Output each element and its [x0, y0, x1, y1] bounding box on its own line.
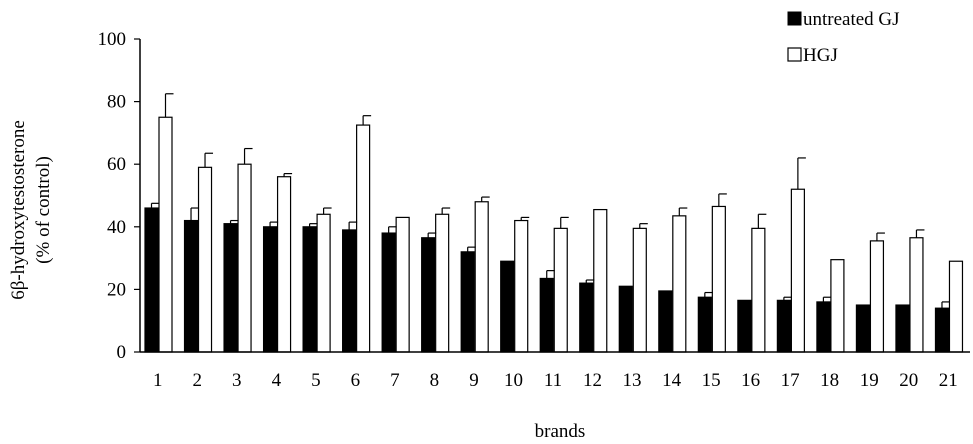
bar-hgj — [396, 217, 409, 352]
bar-untreated-gj — [817, 302, 830, 352]
bar-hgj — [199, 167, 212, 352]
bar-hgj — [357, 125, 370, 352]
bar-hgj — [515, 221, 528, 352]
x-tick-label: 17 — [781, 370, 800, 391]
bar-untreated-gj — [461, 252, 474, 352]
legend-swatch-hgj — [788, 48, 801, 61]
y-axis-title-line-2: (% of control) — [33, 156, 54, 264]
y-axis-title: 6β-hydroxytestosterone (% of control) — [8, 120, 54, 300]
bar-hgj — [949, 261, 962, 352]
x-tick-label: 13 — [623, 370, 642, 391]
x-tick-label: 20 — [899, 370, 918, 391]
x-tick-label: 21 — [939, 370, 958, 391]
bar-untreated-gj — [264, 227, 277, 352]
legend-label-untreated: untreated GJ — [803, 9, 900, 30]
bar-hgj — [910, 238, 923, 352]
x-tick-label: 12 — [583, 370, 602, 391]
bars-layer — [145, 117, 962, 352]
bar-hgj — [278, 177, 291, 352]
bar-hgj — [159, 117, 172, 352]
bar-untreated-gj — [224, 224, 237, 352]
x-tick-label: 10 — [504, 370, 523, 391]
x-tick-label: 1 — [153, 370, 163, 391]
bar-hgj — [712, 206, 725, 352]
x-tick-label: 5 — [311, 370, 321, 391]
bar-untreated-gj — [580, 283, 593, 352]
bar-hgj — [752, 228, 765, 352]
bar-hgj — [673, 216, 686, 352]
bar-untreated-gj — [777, 300, 790, 352]
bar-hgj — [831, 260, 844, 352]
bar-untreated-gj — [185, 221, 198, 352]
x-tick-label: 11 — [544, 370, 562, 391]
x-tick-label: 16 — [741, 370, 760, 391]
bar-untreated-gj — [540, 278, 553, 352]
bar-untreated-gj — [343, 230, 356, 352]
legend-label-hgj: HGJ — [803, 45, 838, 66]
bar-untreated-gj — [145, 208, 158, 352]
y-tick-label: 100 — [98, 29, 127, 50]
y-tick-label: 20 — [107, 279, 126, 300]
x-tick-label: 6 — [351, 370, 361, 391]
x-tick-label: 14 — [662, 370, 682, 391]
y-tick-label: 40 — [107, 217, 126, 238]
x-tick-label: 19 — [860, 370, 879, 391]
bar-hgj — [554, 228, 567, 352]
bar-untreated-gj — [501, 261, 514, 352]
x-axis-title: brands — [535, 421, 586, 442]
bar-hgj — [594, 210, 607, 352]
bar-hgj — [436, 214, 449, 352]
y-tick-label: 80 — [107, 92, 126, 113]
bar-untreated-gj — [935, 308, 948, 352]
x-tick-label: 7 — [390, 370, 400, 391]
x-ticks: 1 2 3 4 5 6 7 8 9 10 11 12 13 14 15 16 17 18 19 20 21 — [153, 370, 958, 391]
x-tick-label: 4 — [272, 370, 282, 391]
legend: untreated GJ HGJ — [788, 9, 900, 66]
bar-hgj — [475, 202, 488, 352]
bar-hgj — [317, 214, 330, 352]
y-tick-label: 0 — [117, 342, 127, 363]
bar-untreated-gj — [659, 291, 672, 352]
legend-swatch-untreated — [788, 12, 801, 25]
x-tick-label: 15 — [702, 370, 721, 391]
bar-hgj — [791, 189, 804, 352]
x-tick-label: 8 — [430, 370, 440, 391]
y-axis-title-line-1: 6β-hydroxytestosterone — [8, 120, 29, 300]
x-tick-label: 18 — [820, 370, 839, 391]
y-tick-label: 60 — [107, 154, 126, 175]
bar-untreated-gj — [422, 238, 435, 352]
bar-untreated-gj — [698, 297, 711, 352]
bar-untreated-gj — [303, 227, 316, 352]
bar-hgj — [870, 241, 883, 352]
x-tick-label: 2 — [193, 370, 203, 391]
bar-untreated-gj — [619, 286, 632, 352]
y-ticks: 0 20 40 60 80 100 — [98, 29, 141, 363]
bar-hgj — [238, 164, 251, 352]
bar-hgj — [633, 228, 646, 352]
bar-untreated-gj — [382, 233, 395, 352]
bar-untreated-gj — [856, 305, 869, 352]
x-tick-label: 3 — [232, 370, 242, 391]
bar-untreated-gj — [738, 300, 751, 352]
bar-untreated-gj — [896, 305, 909, 352]
x-tick-label: 9 — [469, 370, 479, 391]
